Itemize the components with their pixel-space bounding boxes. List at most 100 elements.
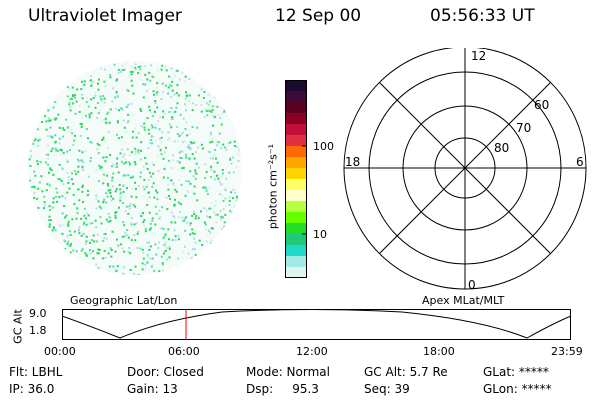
emission-pixel [197, 217, 200, 220]
emission-pixel [150, 265, 153, 268]
emission-pixel [51, 206, 54, 209]
emission-pixel [176, 69, 179, 72]
emission-pixel [87, 175, 90, 178]
emission-pixel [151, 142, 154, 145]
emission-pixel [46, 183, 49, 186]
emission-pixel [135, 187, 137, 190]
emission-pixel [181, 216, 184, 219]
emission-pixel [151, 75, 154, 78]
emission-pixel [167, 176, 169, 179]
emission-pixel [201, 244, 204, 246]
emission-pixel [85, 235, 88, 238]
emission-pixel [176, 132, 179, 135]
emission-pixel [96, 142, 99, 145]
emission-pixel [158, 209, 161, 212]
emission-pixel [111, 100, 114, 103]
emission-pixel [67, 220, 70, 223]
emission-pixel [171, 239, 174, 242]
emission-pixel [114, 269, 117, 272]
colorbar-cell [285, 201, 307, 213]
emission-pixel [174, 239, 177, 242]
emission-pixel [168, 195, 170, 197]
emission-pixel [173, 140, 176, 143]
emission-pixel [139, 158, 142, 161]
emission-pixel [50, 169, 53, 172]
apex-mlat-mlt-title: Apex MLat/MLT [422, 294, 505, 307]
emission-pixel [171, 89, 174, 92]
emission-pixel [220, 175, 223, 178]
mlt-6-label: 6 [576, 155, 584, 169]
colorbar-tick-label-10: 10 [313, 228, 327, 241]
emission-pixel [171, 80, 174, 83]
emission-pixel [169, 106, 172, 109]
emission-pixel [51, 147, 54, 150]
emission-pixel [109, 108, 112, 111]
emission-pixel [208, 207, 211, 210]
emission-pixel [68, 230, 71, 233]
emission-pixel [97, 200, 100, 203]
emission-pixel [83, 83, 86, 86]
emission-pixel [117, 68, 120, 71]
emission-pixel [85, 114, 87, 117]
emission-pixel [192, 210, 195, 213]
emission-pixel [55, 117, 58, 120]
emission-pixel [167, 159, 170, 162]
emission-pixel [108, 216, 111, 219]
emission-pixel [238, 150, 241, 153]
emission-pixel [131, 70, 134, 73]
emission-pixel [234, 191, 237, 194]
emission-pixel [152, 90, 155, 93]
emission-pixel [158, 217, 161, 220]
emission-pixel [127, 236, 130, 239]
emission-pixel [107, 131, 110, 134]
emission-pixel [160, 68, 163, 71]
emission-pixel [106, 174, 109, 177]
emission-pixel [220, 183, 222, 186]
emission-pixel [144, 263, 147, 266]
emission-pixel [225, 148, 228, 151]
emission-pixel [167, 188, 170, 191]
emission-pixel [58, 137, 61, 140]
emission-pixel [155, 212, 158, 215]
emission-pixel [66, 191, 69, 194]
emission-pixel [230, 211, 233, 214]
emission-pixel [220, 227, 223, 230]
emission-pixel [102, 201, 105, 204]
emission-pixel [160, 227, 163, 230]
emission-pixel [209, 151, 212, 154]
emission-pixel [89, 79, 92, 82]
emission-pixel [81, 248, 84, 251]
emission-pixel [128, 205, 131, 208]
emission-pixel [194, 254, 197, 256]
emission-pixel [107, 184, 110, 187]
emission-pixel [173, 75, 176, 78]
emission-pixel [139, 246, 142, 248]
emission-pixel [185, 180, 188, 182]
emission-pixel [81, 123, 84, 126]
emission-pixel [135, 222, 138, 225]
emission-pixel [66, 126, 69, 129]
emission-pixel [91, 80, 94, 83]
gain-status: Gain: 13 [127, 382, 178, 396]
emission-pixel [155, 139, 158, 142]
emission-pixel [146, 203, 149, 206]
emission-pixel [97, 180, 100, 183]
emission-pixel [174, 110, 177, 113]
emission-pixel [103, 233, 105, 236]
emission-pixel [168, 247, 171, 250]
emission-pixel [194, 241, 197, 244]
emission-pixel [71, 86, 74, 89]
emission-pixel [134, 69, 137, 72]
emission-pixel [188, 146, 191, 149]
emission-pixel [177, 94, 180, 97]
emission-pixel [218, 193, 221, 196]
emission-pixel [172, 183, 175, 186]
emission-pixel [82, 201, 84, 203]
emission-pixel [162, 157, 165, 160]
emission-pixel [132, 203, 135, 206]
emission-pixel [88, 116, 91, 119]
emission-pixel [98, 248, 101, 251]
emission-pixel [148, 228, 151, 231]
lat-70-label: 70 [516, 121, 531, 135]
emission-pixel [101, 139, 104, 141]
